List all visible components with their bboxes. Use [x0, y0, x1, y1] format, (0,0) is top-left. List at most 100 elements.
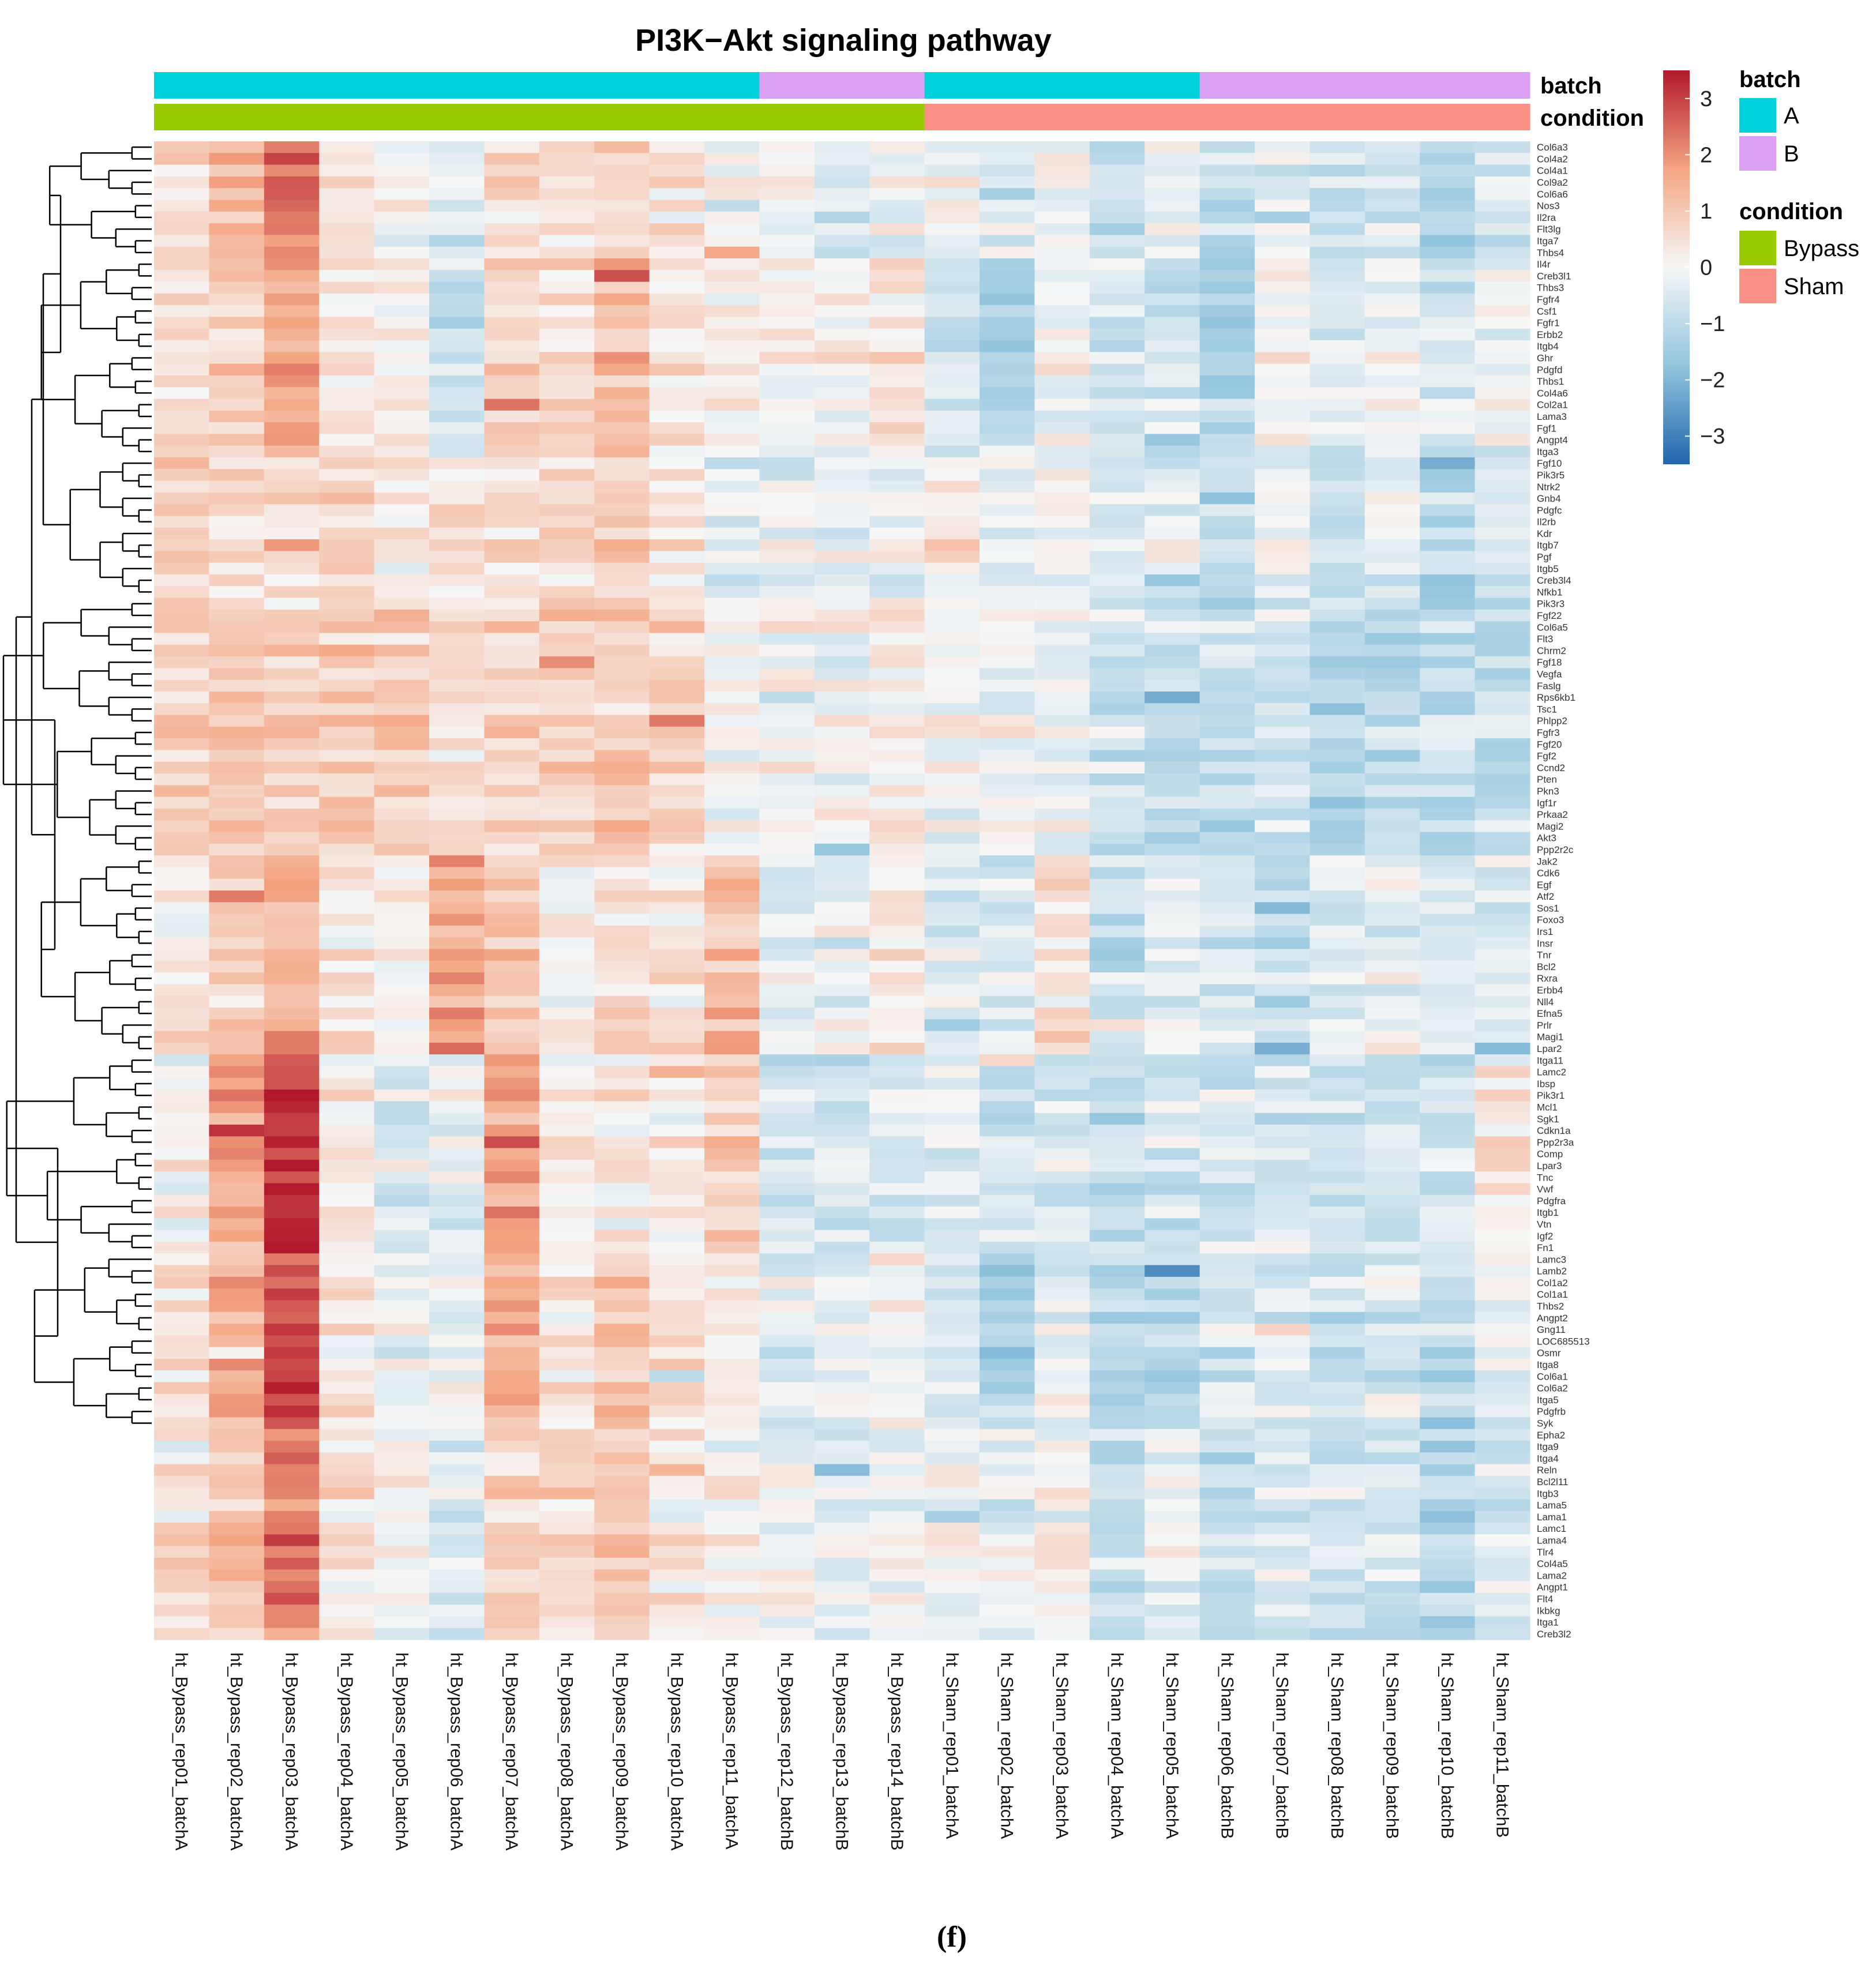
heatmap-cell	[374, 855, 430, 868]
heatmap-cell	[980, 434, 1035, 446]
heatmap-cell	[1199, 1253, 1255, 1266]
row-label: Itga1	[1537, 1617, 1559, 1628]
row-label: Gnb4	[1537, 493, 1561, 504]
row-label: Col4a6	[1537, 388, 1568, 399]
heatmap-cell	[704, 1452, 760, 1465]
heatmap-cell	[1474, 1171, 1530, 1184]
heatmap-cell	[1199, 1124, 1255, 1137]
heatmap-cell	[1310, 200, 1365, 212]
heatmap-cell	[649, 410, 705, 423]
heatmap-cell	[154, 293, 209, 306]
heatmap-cell	[209, 375, 265, 388]
heatmap-cell	[539, 141, 595, 153]
heatmap-cell	[1420, 328, 1476, 341]
heatmap-cell	[1420, 785, 1476, 798]
heatmap-cell	[1420, 1066, 1476, 1079]
row-label: Fgfr4	[1537, 294, 1560, 305]
heatmap-cell	[1255, 1241, 1310, 1254]
heatmap-cell	[319, 832, 375, 844]
heatmap-cell	[209, 773, 265, 786]
heatmap-cell	[1364, 1218, 1420, 1231]
row-label: Fn1	[1537, 1242, 1554, 1253]
row-label: Vwf	[1537, 1184, 1554, 1195]
heatmap-cell	[154, 516, 209, 528]
heatmap-cell	[1474, 1276, 1530, 1289]
heatmap-cell	[484, 1605, 540, 1617]
heatmap-cell	[264, 867, 320, 880]
heatmap-cell	[869, 1628, 925, 1640]
heatmap-cell	[649, 995, 705, 1008]
heatmap-cell	[319, 211, 375, 224]
heatmap-cell	[1420, 750, 1476, 762]
heatmap-cell	[1364, 925, 1420, 938]
heatmap-cell	[374, 574, 430, 587]
heatmap-cell	[319, 878, 375, 891]
heatmap-cell	[869, 644, 925, 657]
heatmap-cell	[429, 984, 485, 997]
heatmap-cell	[1145, 691, 1200, 704]
heatmap-cell	[429, 891, 485, 903]
heatmap-cell	[1420, 387, 1476, 400]
heatmap-cell	[1420, 1569, 1476, 1582]
heatmap-cell	[539, 516, 595, 528]
heatmap-cell	[814, 598, 870, 610]
heatmap-cell	[1420, 399, 1476, 411]
heatmap-cell	[1034, 808, 1090, 821]
heatmap-cell	[1310, 738, 1365, 751]
heatmap-cell	[1034, 387, 1090, 400]
row-label: Pik3r3	[1537, 599, 1564, 610]
heatmap-cell	[1474, 176, 1530, 189]
heatmap-cell	[1255, 984, 1310, 997]
heatmap-cell	[1420, 1031, 1476, 1043]
heatmap-cell	[264, 843, 320, 856]
heatmap-cell	[704, 878, 760, 891]
heatmap-cell	[374, 281, 430, 294]
heatmap-cell	[1310, 1207, 1365, 1219]
heatmap-cell	[1199, 235, 1255, 247]
heatmap-cell	[1199, 867, 1255, 880]
heatmap-cell	[1474, 1066, 1530, 1079]
heatmap-cell	[1199, 551, 1255, 563]
heatmap-cell	[1364, 422, 1420, 435]
heatmap-cell	[1089, 551, 1145, 563]
heatmap-cell	[594, 1358, 650, 1371]
heatmap-cell	[154, 1218, 209, 1231]
heatmap-cell	[1474, 1393, 1530, 1406]
heatmap-cell	[484, 1312, 540, 1324]
heatmap-cell	[154, 1406, 209, 1418]
heatmap-cell	[154, 914, 209, 926]
heatmap-cell	[319, 410, 375, 423]
heatmap-cell	[594, 539, 650, 551]
heatmap-cell	[649, 1066, 705, 1079]
heatmap-cell	[1310, 246, 1365, 259]
heatmap-cell	[539, 867, 595, 880]
heatmap-cell	[649, 621, 705, 634]
heatmap-cell	[429, 1440, 485, 1453]
heatmap-cell	[704, 539, 760, 551]
heatmap-cell	[924, 153, 980, 166]
heatmap-cell	[704, 1440, 760, 1453]
heatmap-cell	[704, 1393, 760, 1406]
row-label: Bcl2l11	[1537, 1476, 1569, 1487]
heatmap-cell	[594, 223, 650, 235]
heatmap-cell	[980, 422, 1035, 435]
heatmap-cell	[264, 153, 320, 166]
row-label: Foxo3	[1537, 915, 1564, 926]
row-label: Lamc1	[1537, 1523, 1566, 1534]
heatmap-cell	[429, 1487, 485, 1500]
heatmap-cell	[1364, 1288, 1420, 1301]
heatmap-cell	[759, 562, 815, 575]
heatmap-cell	[1420, 1393, 1476, 1406]
heatmap-cell	[869, 562, 925, 575]
heatmap-cell	[1034, 586, 1090, 599]
heatmap-cell	[924, 1066, 980, 1079]
heatmap-cell	[1364, 223, 1420, 235]
batch-annotation-cell	[924, 72, 980, 99]
heatmap-cell	[814, 703, 870, 716]
heatmap-cell	[154, 949, 209, 961]
heatmap-cell	[429, 832, 485, 844]
heatmap-cell	[209, 598, 265, 610]
batch-annotation-cell	[1474, 72, 1530, 99]
heatmap-cell	[209, 878, 265, 891]
heatmap-cell	[814, 1066, 870, 1079]
